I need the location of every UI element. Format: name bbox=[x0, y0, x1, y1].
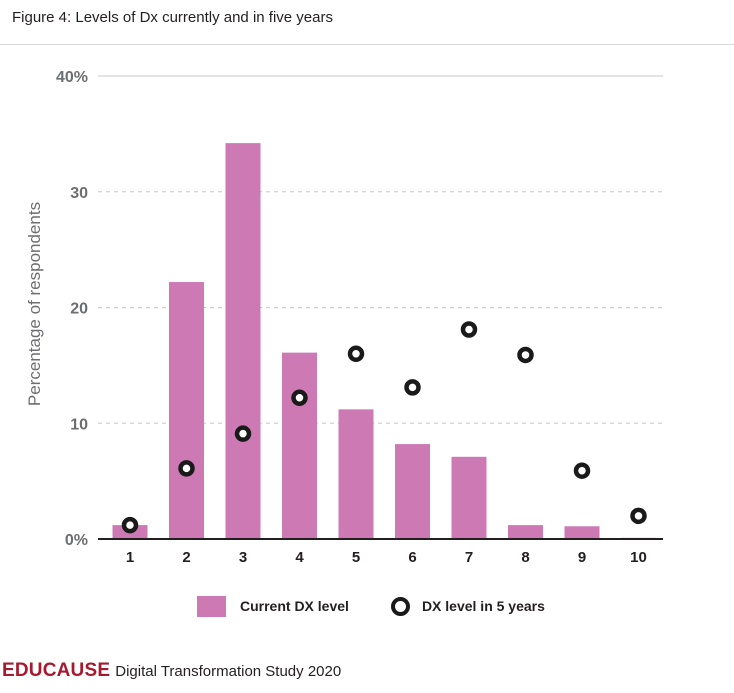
marker bbox=[178, 460, 195, 477]
x-tick-label: 6 bbox=[408, 549, 416, 566]
x-tick-label: 9 bbox=[578, 549, 586, 566]
bar bbox=[338, 409, 374, 539]
marker bbox=[517, 346, 534, 364]
footer: EDUCAUSE Digital Transformation Study 20… bbox=[2, 660, 341, 682]
grid-lines bbox=[98, 75, 663, 424]
x-tick-label: 8 bbox=[521, 549, 529, 566]
legend: Current DX level DX level in 5 years bbox=[197, 594, 545, 618]
x-tick-labels: 1 2 3 4 5 6 7 8 9 10 bbox=[126, 549, 647, 566]
marker bbox=[121, 516, 139, 534]
bars-current-dx bbox=[112, 143, 656, 539]
y-axis-label: Percentage of respondents bbox=[25, 202, 44, 406]
y-tick-label: 30 bbox=[70, 185, 88, 202]
marker bbox=[630, 507, 647, 525]
bar bbox=[225, 143, 261, 539]
title-bar: Figure 4: Levels of Dx currently and in … bbox=[0, 0, 734, 45]
y-tick-label: 10 bbox=[70, 416, 88, 433]
x-tick-label: 3 bbox=[239, 549, 247, 566]
x-tick-label: 1 bbox=[126, 549, 134, 566]
bar bbox=[282, 352, 317, 539]
marker bbox=[404, 379, 421, 396]
y-tick-label: 0% bbox=[65, 532, 88, 549]
legend-marker-future bbox=[390, 596, 410, 616]
legend-label-future: DX level in 5 years bbox=[421, 598, 545, 614]
marker bbox=[460, 321, 478, 338]
x-tick-label: 10 bbox=[630, 549, 647, 566]
legend-swatch-current bbox=[197, 595, 226, 617]
marker bbox=[573, 462, 591, 479]
bar bbox=[451, 456, 487, 539]
bar bbox=[508, 525, 543, 539]
x-tick-label: 5 bbox=[352, 549, 360, 566]
bar bbox=[564, 526, 600, 539]
figure-title: Figure 4: Levels of Dx currently and in … bbox=[12, 9, 333, 26]
x-tick-label: 4 bbox=[295, 549, 304, 566]
y-tick-label: 40% bbox=[56, 69, 88, 86]
x-tick-label: 2 bbox=[182, 549, 190, 566]
marker bbox=[291, 389, 308, 407]
markers-dx-5-years bbox=[121, 321, 647, 534]
y-tick-label: 20 bbox=[70, 301, 88, 318]
marker bbox=[347, 345, 365, 363]
bar bbox=[169, 282, 204, 539]
x-tick-label: 7 bbox=[465, 549, 473, 566]
bar bbox=[395, 444, 430, 539]
legend-label-current: Current DX level bbox=[240, 598, 349, 614]
bar-chart: 40% 30 20 10 0% 1 2 3 4 5 6 7 8 9 10 Percentage of re… bbox=[25, 69, 663, 566]
marker bbox=[234, 425, 252, 442]
y-tick-labels: 40% 30 20 10 0% bbox=[56, 69, 88, 549]
study-name: Digital Transformation Study 2020 bbox=[115, 663, 342, 680]
brand-logo: EDUCAUSE bbox=[2, 660, 111, 681]
